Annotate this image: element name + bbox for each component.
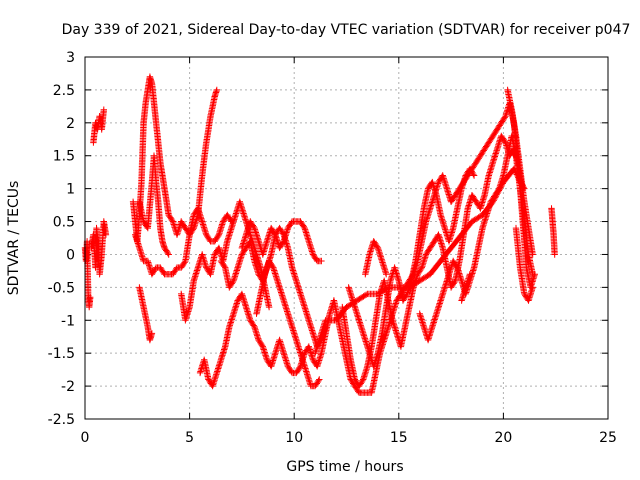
x-axis-label: GPS time / hours xyxy=(286,459,403,475)
series-track-3 xyxy=(90,106,107,146)
series-track-14 xyxy=(339,132,526,390)
chart-title: Day 339 of 2021, Sidereal Day-to-day VTE… xyxy=(62,22,631,38)
marker-cluster xyxy=(512,224,536,304)
x-tick-label: 5 xyxy=(185,430,194,446)
marker-cluster xyxy=(548,205,558,258)
data-points-layer xyxy=(81,73,558,396)
marker-cluster xyxy=(238,218,325,265)
x-tick-label: 20 xyxy=(494,430,512,446)
y-axis-label: SDTVAR / TECUs xyxy=(6,181,22,296)
x-tick-label: 10 xyxy=(285,430,303,446)
y-tick-label: 3 xyxy=(66,50,75,66)
x-tick-label: 25 xyxy=(599,430,617,446)
marker-cluster xyxy=(458,271,474,304)
marker-cluster xyxy=(345,165,478,370)
series-track-20 xyxy=(512,224,536,304)
y-tick-label: -2 xyxy=(61,379,75,395)
marker-cluster xyxy=(217,224,329,350)
marker-cluster xyxy=(136,152,172,258)
series-track-11 xyxy=(238,218,325,265)
marker-cluster xyxy=(132,205,235,278)
marker-cluster xyxy=(88,218,110,278)
series-track-21 xyxy=(548,205,558,258)
series-track-15 xyxy=(345,165,478,370)
series-track-16 xyxy=(362,238,390,278)
plot-frame xyxy=(84,56,609,420)
marker-cluster xyxy=(504,86,536,258)
series-track-8 xyxy=(178,198,273,324)
series-track-7 xyxy=(136,284,156,344)
series-track-5 xyxy=(132,205,235,278)
y-tick-label: 2.5 xyxy=(53,83,75,99)
y-tick-label: -1 xyxy=(61,313,75,329)
y-tick-label: 1.5 xyxy=(53,149,75,165)
series-track-6 xyxy=(136,152,172,258)
series-track-17 xyxy=(416,132,536,344)
x-tick-labels: 0 5 10 15 20 25 xyxy=(81,430,617,446)
x-tick-label: 15 xyxy=(390,430,408,446)
y-tick-label: -1.5 xyxy=(48,346,75,362)
y-tick-label: -0.5 xyxy=(48,280,75,296)
marker-cluster xyxy=(339,132,526,390)
marker-cluster xyxy=(178,198,273,324)
series-track-18 xyxy=(458,271,474,304)
x-tick-label: 0 xyxy=(81,430,90,446)
marker-cluster xyxy=(362,238,390,278)
series-track-12 xyxy=(253,257,323,390)
marker-cluster xyxy=(416,132,536,344)
y-tick-label: 1 xyxy=(66,182,75,198)
y-tick-label: 0 xyxy=(66,247,75,263)
y-tick-label: -2.5 xyxy=(48,412,75,428)
y-tick-label: 2 xyxy=(66,116,75,132)
y-tick-labels: -2.5 -2 -1.5 -1 -0.5 0 0.5 1 1.5 2 2.5 3 xyxy=(48,50,75,428)
series-track-19 xyxy=(504,86,536,258)
series-track-2 xyxy=(88,218,110,278)
series-track-10 xyxy=(217,224,329,350)
y-tick-label: 0.5 xyxy=(53,215,75,231)
marker-cluster xyxy=(136,284,156,344)
marker-cluster xyxy=(90,106,107,146)
marker-cluster xyxy=(253,257,323,390)
